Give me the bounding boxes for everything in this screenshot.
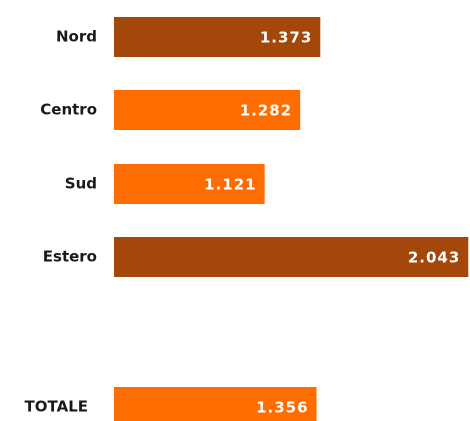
bar: [114, 387, 317, 421]
category-label: TOTALE: [25, 398, 88, 416]
value-label: 1.121: [204, 176, 256, 194]
bar: [114, 17, 321, 57]
bar: [114, 237, 469, 277]
bar: [114, 164, 265, 204]
category-label: Sud: [65, 175, 97, 193]
value-label: 1.356: [256, 399, 308, 417]
bar: [114, 90, 301, 130]
value-label: 1.282: [240, 102, 292, 120]
value-label: 1.373: [260, 29, 312, 47]
category-label: Nord: [56, 28, 97, 46]
category-label: Centro: [40, 101, 97, 119]
category-label: Estero: [43, 248, 97, 266]
value-label: 2.043: [408, 249, 460, 267]
